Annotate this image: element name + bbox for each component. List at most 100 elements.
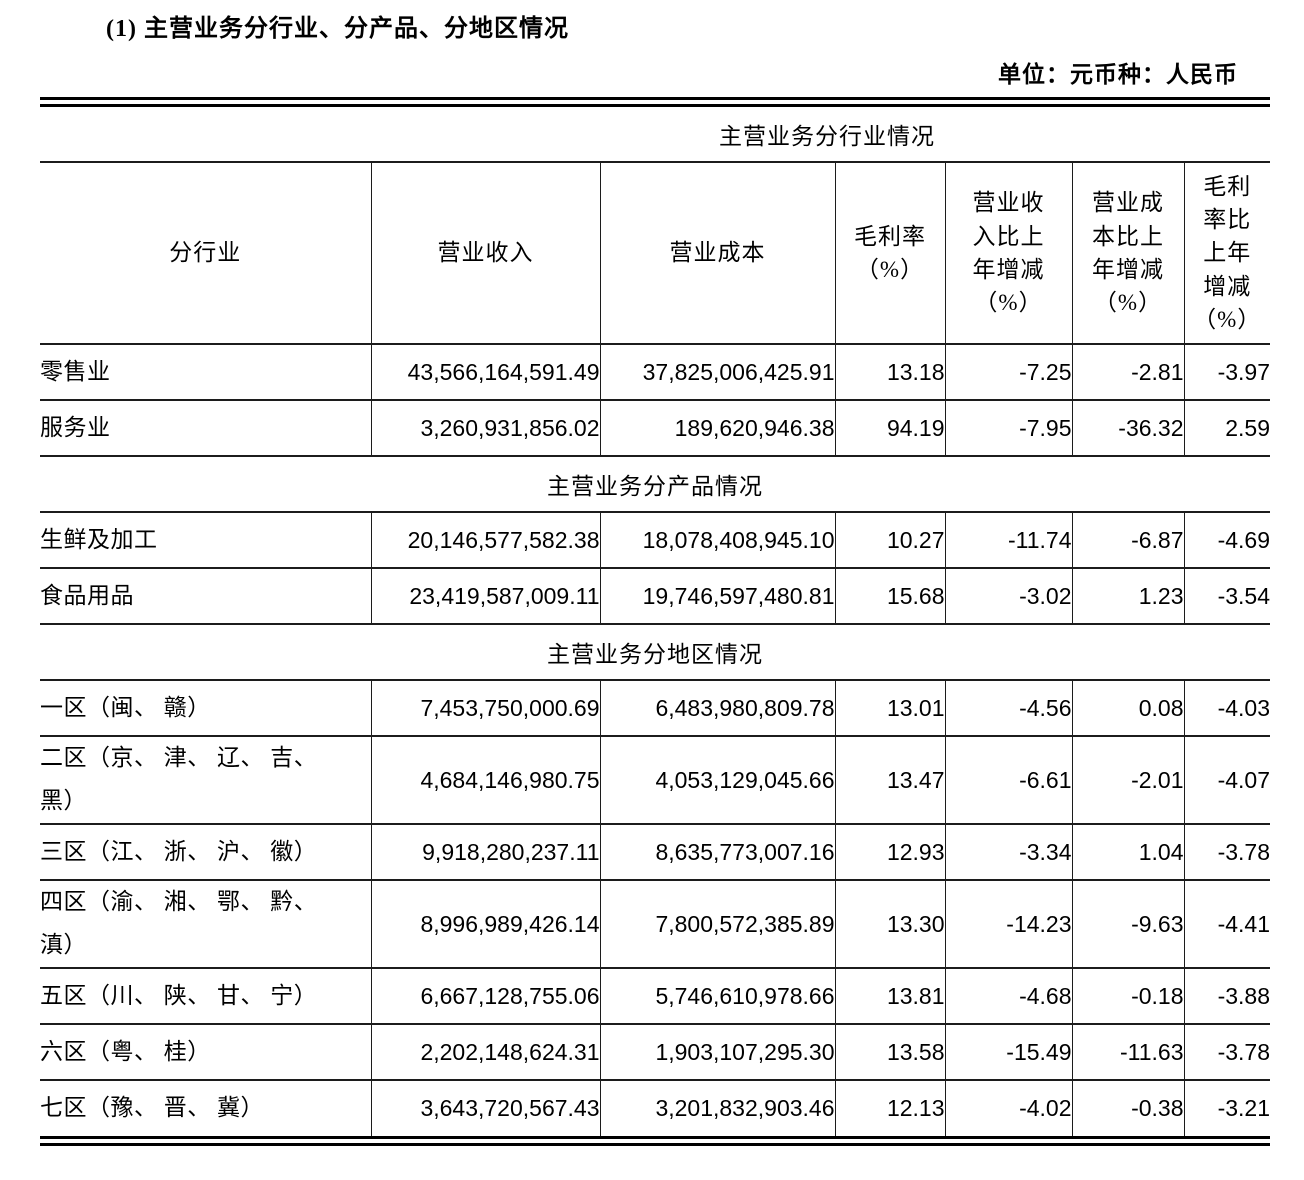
table-top-rule: [40, 97, 1270, 107]
section-title: 主营业务分地区情况: [40, 623, 1270, 681]
table-bottom-rule: [40, 1136, 1270, 1146]
revenue-cell: 8,996,989,426.14: [370, 879, 601, 969]
revenue-yoy-cell: -14.23: [944, 879, 1073, 969]
table-row: 生鲜及加工 20,146,577,582.38 18,078,408,945.1…: [40, 511, 1270, 569]
cost-yoy-cell: -6.87: [1071, 511, 1185, 569]
revenue-yoy-cell: -7.95: [944, 399, 1073, 457]
cost-cell: 189,620,946.38: [599, 399, 836, 457]
row-label-cell: 五区（川、 陕、 甘、 宁）: [40, 967, 372, 1025]
revenue-yoy-cell: -4.56: [944, 679, 1073, 737]
table-row: 一区（闽、 赣） 7,453,750,000.69 6,483,980,809.…: [40, 679, 1270, 737]
table-row: 食品用品 23,419,587,009.11 19,746,597,480.81…: [40, 567, 1270, 625]
cost-yoy-cell: 0.08: [1071, 679, 1185, 737]
margin-yoy-cell: -4.41: [1183, 879, 1270, 969]
col-header-cost-yoy: 营业成 本比上 年增减 （%）: [1071, 161, 1185, 345]
gross-margin-cell: 15.68: [834, 567, 946, 625]
margin-yoy-cell: -4.07: [1183, 735, 1270, 825]
table-row: 二区（京、 津、 辽、 吉、 黑） 4,684,146,980.75 4,053…: [40, 735, 1270, 825]
revenue-yoy-cell: -7.25: [944, 343, 1073, 401]
table-row: 五区（川、 陕、 甘、 宁） 6,667,128,755.06 5,746,61…: [40, 967, 1270, 1025]
cost-yoy-cell: -0.18: [1071, 967, 1185, 1025]
cost-yoy-cell: -36.32: [1071, 399, 1185, 457]
gross-margin-cell: 13.30: [834, 879, 946, 969]
gross-margin-cell: 10.27: [834, 511, 946, 569]
revenue-cell: 3,643,720,567.43: [370, 1079, 601, 1136]
gross-margin-cell: 13.47: [834, 735, 946, 825]
cost-yoy-cell: 1.04: [1071, 823, 1185, 881]
margin-yoy-cell: 2.59: [1183, 399, 1270, 457]
revenue-yoy-cell: -15.49: [944, 1023, 1073, 1081]
cost-yoy-cell: 1.23: [1071, 567, 1185, 625]
section-band-product: 主营业务分产品情况: [40, 455, 1270, 513]
revenue-cell: 6,667,128,755.06: [370, 967, 601, 1025]
revenue-yoy-cell: -6.61: [944, 735, 1073, 825]
gross-margin-cell: 12.13: [834, 1079, 946, 1136]
col-header-industry: 分行业: [40, 161, 372, 345]
table-row: 四区（渝、 湘、 鄂、 黔、 滇） 8,996,989,426.14 7,800…: [40, 879, 1270, 969]
cost-cell: 5,746,610,978.66: [599, 967, 836, 1025]
revenue-cell: 4,684,146,980.75: [370, 735, 601, 825]
gross-margin-cell: 13.81: [834, 967, 946, 1025]
cost-yoy-cell: -9.63: [1071, 879, 1185, 969]
cost-cell: 37,825,006,425.91: [599, 343, 836, 401]
table-row: 零售业 43,566,164,591.49 37,825,006,425.91 …: [40, 343, 1270, 401]
section-band-industry: 主营业务分行业情况: [40, 107, 1270, 163]
revenue-cell: 2,202,148,624.31: [370, 1023, 601, 1081]
unit-note: 单位：元币种：人民币: [998, 62, 1238, 87]
revenue-yoy-cell: -3.34: [944, 823, 1073, 881]
revenue-cell: 7,453,750,000.69: [370, 679, 601, 737]
table-row: 三区（江、 浙、 沪、 徽） 9,918,280,237.11 8,635,77…: [40, 823, 1270, 881]
cost-yoy-cell: -2.01: [1071, 735, 1185, 825]
cost-cell: 1,903,107,295.30: [599, 1023, 836, 1081]
main-business-table: 主营业务分行业情况 分行业 营业收入 营业成本 毛利率 （%） 营业收 入比上 …: [40, 107, 1270, 1136]
revenue-cell: 20,146,577,582.38: [370, 511, 601, 569]
table-row: 七区（豫、 晋、 冀） 3,643,720,567.43 3,201,832,9…: [40, 1079, 1270, 1136]
row-label-cell: 二区（京、 津、 辽、 吉、 黑）: [40, 735, 372, 825]
section-band-region: 主营业务分地区情况: [40, 623, 1270, 681]
revenue-yoy-cell: -4.02: [944, 1079, 1073, 1136]
section-title: 主营业务分产品情况: [40, 455, 1270, 513]
cost-yoy-cell: -11.63: [1071, 1023, 1185, 1081]
col-header-revenue-yoy: 营业收 入比上 年增减 （%）: [944, 161, 1073, 345]
col-header-cost: 营业成本: [599, 161, 836, 345]
revenue-cell: 9,918,280,237.11: [370, 823, 601, 881]
margin-yoy-cell: -3.88: [1183, 967, 1270, 1025]
cost-cell: 18,078,408,945.10: [599, 511, 836, 569]
cost-cell: 4,053,129,045.66: [599, 735, 836, 825]
margin-yoy-cell: -4.69: [1183, 511, 1270, 569]
row-label-cell: 生鲜及加工: [40, 511, 372, 569]
table-header-row: 分行业 营业收入 营业成本 毛利率 （%） 营业收 入比上 年增减 （%） 营业…: [40, 161, 1270, 345]
col-header-margin-yoy: 毛利 率比 上年 增减 （%）: [1183, 161, 1270, 345]
table-row: 服务业 3,260,931,856.02 189,620,946.38 94.1…: [40, 399, 1270, 457]
row-label-cell: 三区（江、 浙、 沪、 徽）: [40, 823, 372, 881]
gross-margin-cell: 13.18: [834, 343, 946, 401]
col-header-revenue: 营业收入: [370, 161, 601, 345]
row-label-cell: 七区（豫、 晋、 冀）: [40, 1079, 372, 1136]
gross-margin-cell: 13.58: [834, 1023, 946, 1081]
table-row: 六区（粤、 桂） 2,202,148,624.31 1,903,107,295.…: [40, 1023, 1270, 1081]
cost-cell: 8,635,773,007.16: [599, 823, 836, 881]
revenue-cell: 23,419,587,009.11: [370, 567, 601, 625]
page-title: (1) 主营业务分行业、分产品、分地区情况: [106, 16, 569, 42]
revenue-yoy-cell: -11.74: [944, 511, 1073, 569]
cost-cell: 3,201,832,903.46: [599, 1079, 836, 1136]
margin-yoy-cell: -3.97: [1183, 343, 1270, 401]
row-label-cell: 六区（粤、 桂）: [40, 1023, 372, 1081]
col-header-gross-margin: 毛利率 （%）: [834, 161, 946, 345]
cost-yoy-cell: -0.38: [1071, 1079, 1185, 1136]
gross-margin-cell: 13.01: [834, 679, 946, 737]
margin-yoy-cell: -3.78: [1183, 823, 1270, 881]
gross-margin-cell: 12.93: [834, 823, 946, 881]
cost-cell: 19,746,597,480.81: [599, 567, 836, 625]
cost-yoy-cell: -2.81: [1071, 343, 1185, 401]
revenue-cell: 43,566,164,591.49: [370, 343, 601, 401]
margin-yoy-cell: -3.78: [1183, 1023, 1270, 1081]
row-label-cell: 零售业: [40, 343, 372, 401]
margin-yoy-cell: -3.54: [1183, 567, 1270, 625]
section-title: 主营业务分行业情况: [40, 107, 1270, 163]
row-label-cell: 一区（闽、 赣）: [40, 679, 372, 737]
revenue-yoy-cell: -4.68: [944, 967, 1073, 1025]
cost-cell: 7,800,572,385.89: [599, 879, 836, 969]
row-label-cell: 服务业: [40, 399, 372, 457]
row-label-cell: 食品用品: [40, 567, 372, 625]
